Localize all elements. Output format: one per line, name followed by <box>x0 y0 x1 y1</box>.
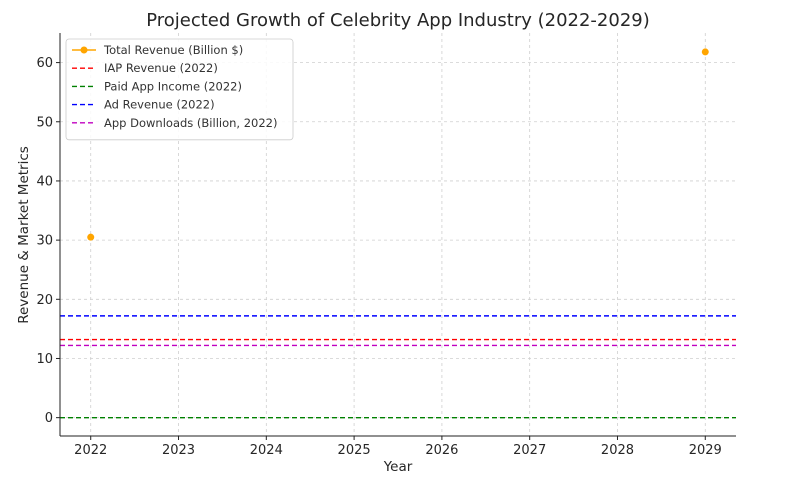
legend-marker-0 <box>80 46 88 54</box>
legend-label: Paid App Income (2022) <box>104 79 242 93</box>
y-tick-label: 0 <box>45 411 53 426</box>
y-tick-label: 50 <box>36 115 53 130</box>
x-tick-label: 2023 <box>162 443 195 458</box>
x-axis-label: Year <box>383 459 413 475</box>
legend-label: IAP Revenue (2022) <box>104 61 218 75</box>
x-tick-label: 2026 <box>425 443 458 458</box>
chart-title: Projected Growth of Celebrity App Indust… <box>146 10 650 31</box>
y-tick-label: 20 <box>36 293 53 308</box>
legend-label: App Downloads (Billion, 2022) <box>104 116 277 130</box>
y-tick-label: 30 <box>36 234 53 249</box>
y-axis-label: Revenue & Market Metrics <box>16 146 32 324</box>
data-point <box>87 233 95 241</box>
y-tick-label: 10 <box>36 352 53 367</box>
legend-label: Ad Revenue (2022) <box>104 98 215 112</box>
x-tick-label: 2025 <box>338 443 371 458</box>
series-layer <box>60 48 736 419</box>
x-tick-label: 2022 <box>74 443 107 458</box>
x-tick-label: 2029 <box>689 443 722 458</box>
axes: 2022 2023 2024 2025 2026 2027 2028 2029 0 10 20 30 4… <box>36 33 736 458</box>
x-tick-label: 2027 <box>513 443 546 458</box>
legend: Total Revenue (Billion $) IAP Revenue (20… <box>65 38 294 141</box>
y-tick-label: 60 <box>36 56 53 71</box>
y-tick-label: 40 <box>36 174 53 189</box>
legend-label: Total Revenue (Billion $) <box>103 43 243 57</box>
x-tick-label: 2024 <box>250 443 283 458</box>
x-tick-label: 2028 <box>601 443 634 458</box>
data-point <box>701 48 709 56</box>
legend-box <box>65 38 294 141</box>
